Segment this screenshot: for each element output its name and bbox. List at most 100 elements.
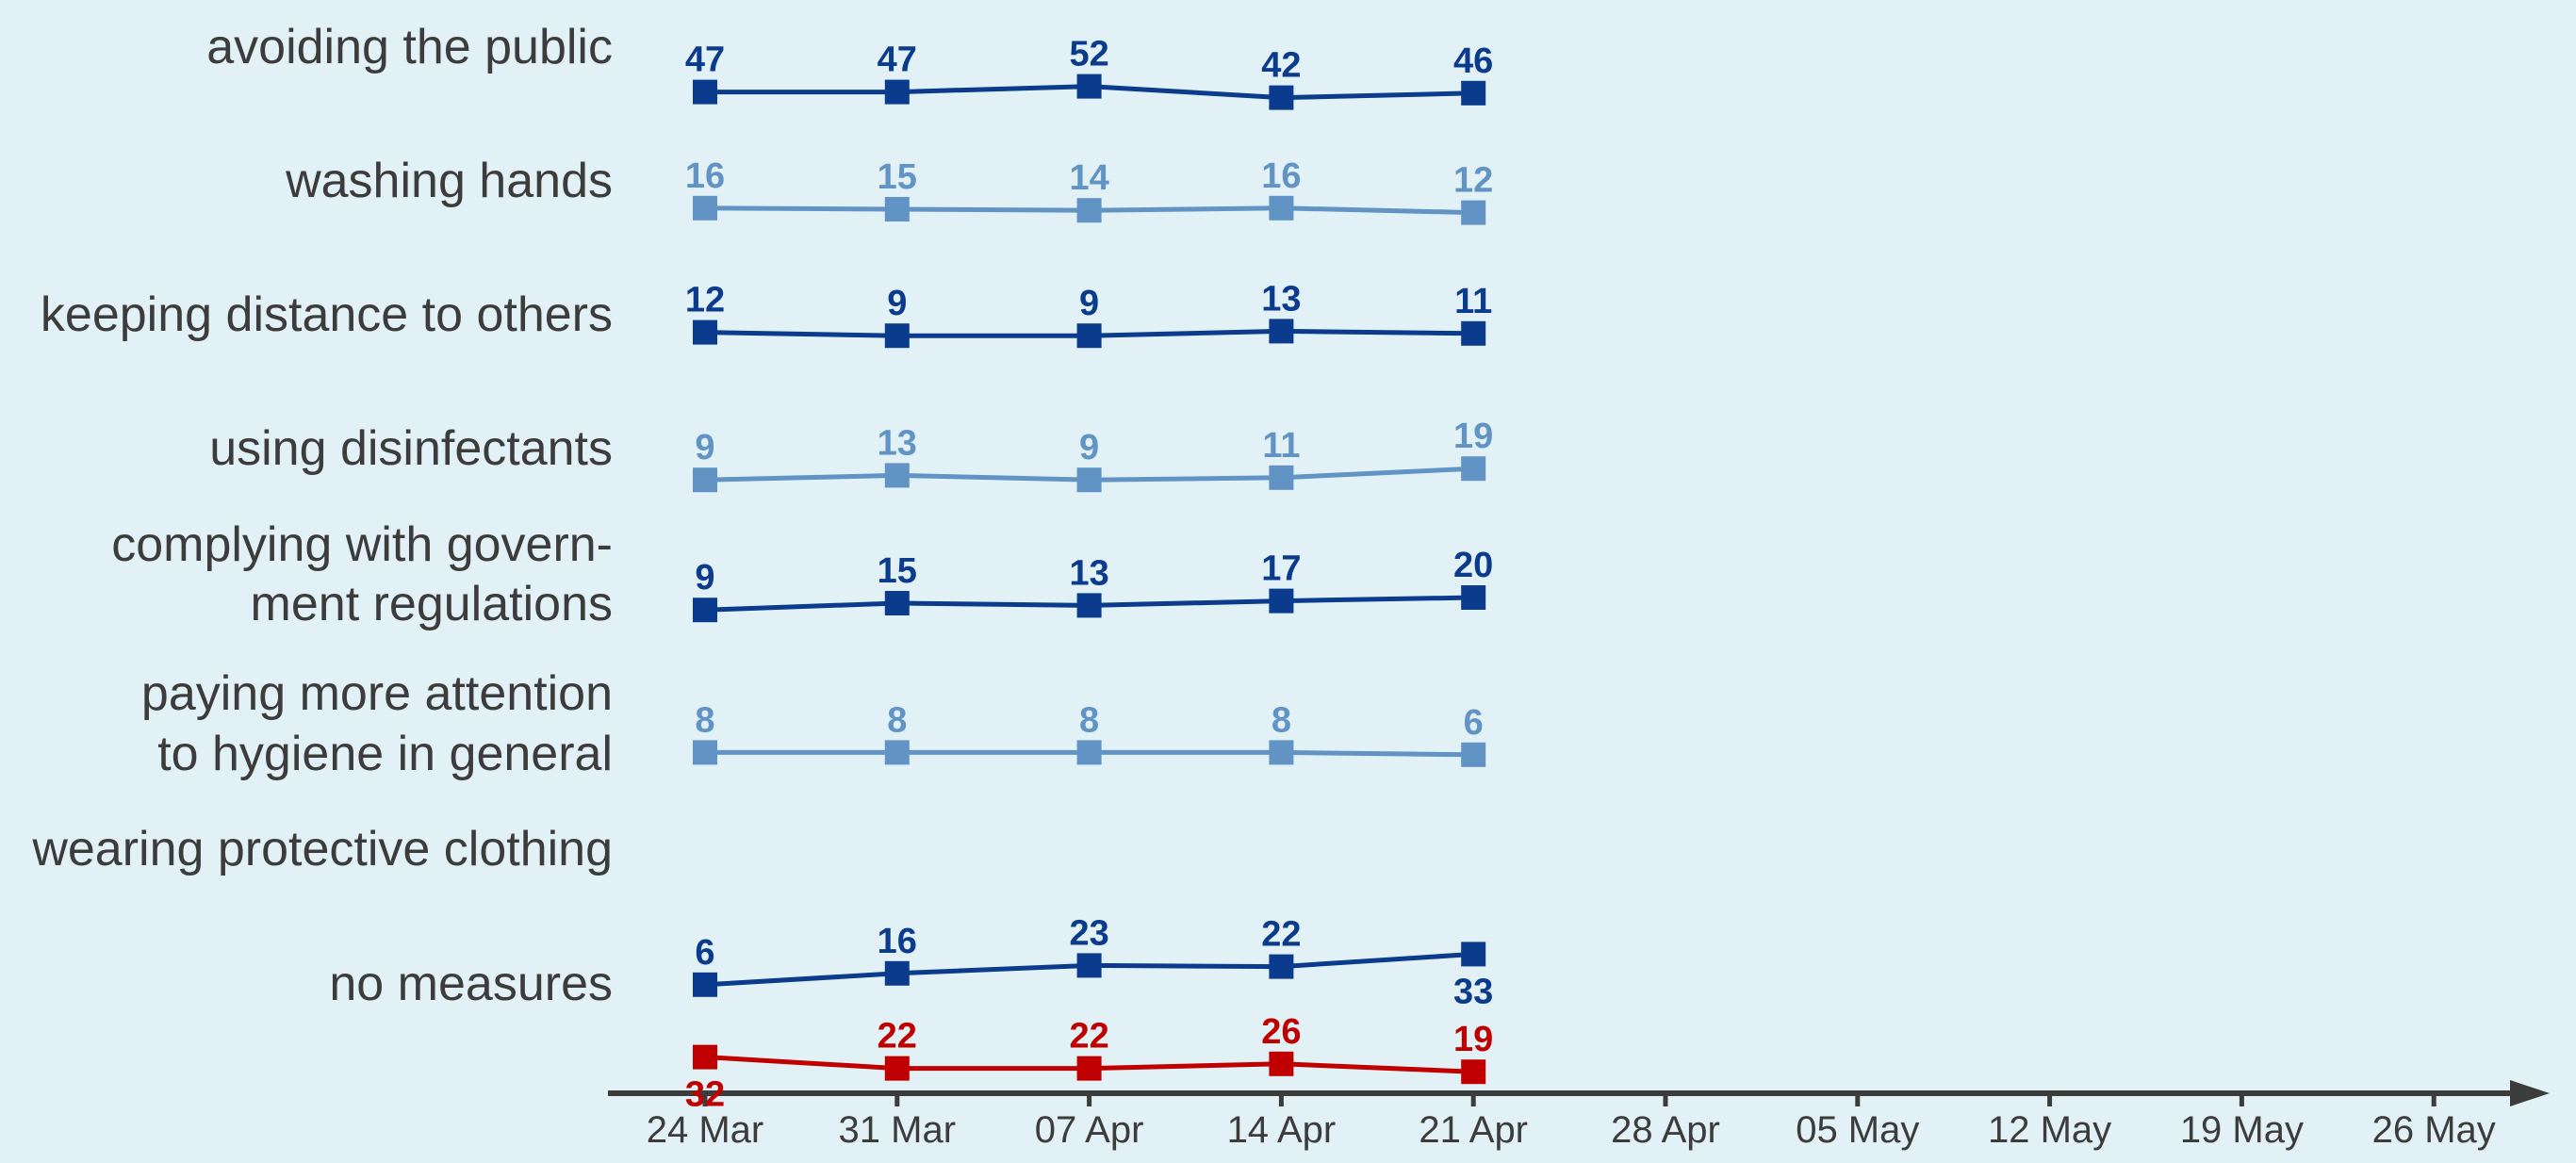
series-label: avoiding the public <box>206 20 613 74</box>
x-tick-label: 26 May <box>2372 1109 2496 1151</box>
data-point <box>693 740 717 765</box>
data-point <box>1269 954 1294 979</box>
data-point <box>1076 740 1102 765</box>
series-label: keeping distance to others <box>41 287 613 342</box>
data-point <box>693 598 717 623</box>
data-point <box>693 195 717 221</box>
data-label: 9 <box>695 558 714 598</box>
data-point <box>884 1056 910 1081</box>
data-point <box>693 972 717 997</box>
data-point <box>693 1044 717 1070</box>
data-point <box>1461 200 1486 225</box>
data-point <box>1461 1059 1486 1085</box>
data-point <box>1461 742 1486 767</box>
data-label: 33 <box>1453 972 1493 1011</box>
x-tick-label: 12 May <box>1988 1109 2111 1151</box>
data-point <box>1076 953 1102 978</box>
data-label: 16 <box>685 156 725 196</box>
data-point <box>884 79 910 105</box>
data-label: 23 <box>1069 913 1108 953</box>
data-point <box>884 197 910 221</box>
data-point <box>1269 588 1294 614</box>
data-point <box>1461 585 1486 610</box>
data-label: 47 <box>878 41 917 80</box>
data-point <box>884 463 910 488</box>
data-point <box>1269 319 1294 344</box>
data-label: 16 <box>1261 156 1301 196</box>
x-tick-label: 21 Apr <box>1419 1109 1528 1151</box>
x-tick-label: 31 Mar <box>839 1109 957 1151</box>
data-label: 14 <box>1069 158 1108 198</box>
x-tick-label: 24 Mar <box>647 1109 764 1151</box>
data-label: 13 <box>1261 279 1301 319</box>
data-label: 13 <box>1069 553 1108 593</box>
data-point <box>1076 323 1102 349</box>
data-point <box>1076 74 1102 99</box>
data-label: 8 <box>695 700 714 740</box>
data-point <box>884 960 910 986</box>
series-label: washing hands <box>285 154 613 208</box>
data-point <box>1076 593 1102 618</box>
x-tick-label: 28 Apr <box>1611 1109 1720 1151</box>
data-label: 8 <box>887 700 907 740</box>
data-point <box>1269 740 1294 765</box>
data-label: 15 <box>878 157 917 197</box>
data-point <box>1076 467 1102 493</box>
data-point <box>1076 198 1102 223</box>
data-label: 47 <box>685 41 725 80</box>
series-label: to hygiene in general <box>157 727 613 781</box>
data-point <box>693 467 717 493</box>
x-tick-label: 14 Apr <box>1227 1109 1337 1151</box>
data-label: 20 <box>1453 546 1493 585</box>
data-label: 42 <box>1261 46 1301 86</box>
data-point <box>1269 85 1294 110</box>
data-label: 11 <box>1454 282 1492 321</box>
series-label: using disinfectants <box>209 421 613 476</box>
data-label: 9 <box>695 428 714 467</box>
data-point <box>693 79 717 105</box>
data-label: 9 <box>887 284 907 323</box>
data-point <box>1461 942 1486 967</box>
series-label: complying with govern- <box>111 517 613 572</box>
data-label: 9 <box>1079 428 1099 467</box>
data-label: 17 <box>1261 549 1301 589</box>
data-label: 8 <box>1079 700 1099 740</box>
data-label: 8 <box>1272 700 1291 740</box>
data-point <box>1076 1056 1102 1081</box>
series-label: paying more attention <box>141 666 613 721</box>
data-point <box>1269 195 1294 221</box>
data-label: 19 <box>1453 417 1493 456</box>
data-label: 6 <box>1464 703 1484 743</box>
data-label: 22 <box>878 1017 917 1057</box>
data-point <box>884 323 910 349</box>
data-point <box>1461 456 1486 482</box>
data-label: 32 <box>685 1075 725 1115</box>
series-label: wearing protective clothing <box>31 822 613 876</box>
data-point <box>1269 465 1294 490</box>
series-label: ment regulations <box>251 577 613 631</box>
series-label: no measures <box>329 957 613 1011</box>
data-label: 11 <box>1262 426 1300 466</box>
data-label: 6 <box>695 933 714 973</box>
data-label: 52 <box>1069 35 1108 74</box>
x-tick-label: 05 May <box>1796 1109 1919 1151</box>
data-label: 22 <box>1261 915 1301 955</box>
data-label: 15 <box>878 551 917 591</box>
data-point <box>693 319 717 345</box>
data-point <box>884 591 910 615</box>
x-tick-label: 07 Apr <box>1035 1109 1144 1151</box>
data-label: 16 <box>878 922 917 961</box>
data-point <box>1269 1051 1294 1076</box>
data-point <box>884 740 910 765</box>
x-tick-label: 19 May <box>2180 1109 2304 1151</box>
data-label: 13 <box>878 423 917 463</box>
data-label: 22 <box>1069 1017 1108 1057</box>
data-point <box>1461 320 1486 346</box>
data-label: 9 <box>1079 284 1099 323</box>
data-label: 46 <box>1453 41 1493 81</box>
data-label: 12 <box>685 281 725 320</box>
data-point <box>1461 80 1486 106</box>
data-label: 26 <box>1261 1012 1301 1052</box>
